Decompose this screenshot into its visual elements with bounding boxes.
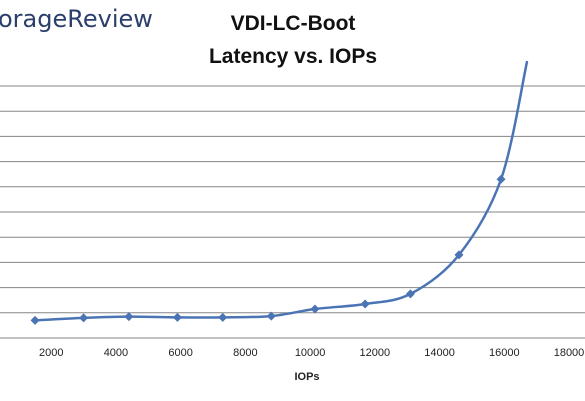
x-tick-label: 18000 bbox=[554, 347, 585, 359]
data-point bbox=[454, 250, 464, 260]
series-group bbox=[30, 60, 529, 325]
chart-subtitle: Latency vs. IOPs bbox=[209, 45, 377, 68]
x-tick-label: 6000 bbox=[168, 347, 192, 359]
data-point bbox=[79, 313, 89, 323]
brand-logo-text: orageReview bbox=[0, 5, 153, 33]
x-tick-label: 10000 bbox=[295, 347, 326, 359]
x-tick-label: 12000 bbox=[360, 347, 391, 359]
chart-title: VDI-LC-Boot bbox=[231, 12, 356, 35]
x-axis-title: IOPs bbox=[294, 371, 319, 383]
data-point bbox=[310, 304, 320, 314]
data-point bbox=[30, 315, 40, 325]
x-tick-label: 8000 bbox=[233, 347, 257, 359]
data-point bbox=[496, 174, 506, 184]
x-axis-ticks: 2000 4000 6000 8000 10000 12000 14000 16000 1800… bbox=[39, 347, 584, 359]
x-tick-label: 2000 bbox=[39, 347, 63, 359]
x-tick-label: 4000 bbox=[104, 347, 128, 359]
data-point bbox=[360, 299, 370, 309]
x-tick-label: 16000 bbox=[489, 347, 520, 359]
data-point bbox=[172, 312, 182, 322]
data-point bbox=[266, 311, 276, 321]
data-point bbox=[124, 312, 134, 322]
x-tick-label: 14000 bbox=[424, 347, 455, 359]
gridlines bbox=[0, 85, 585, 339]
data-point bbox=[218, 312, 228, 322]
series-line bbox=[33, 60, 529, 322]
data-point bbox=[405, 289, 415, 299]
